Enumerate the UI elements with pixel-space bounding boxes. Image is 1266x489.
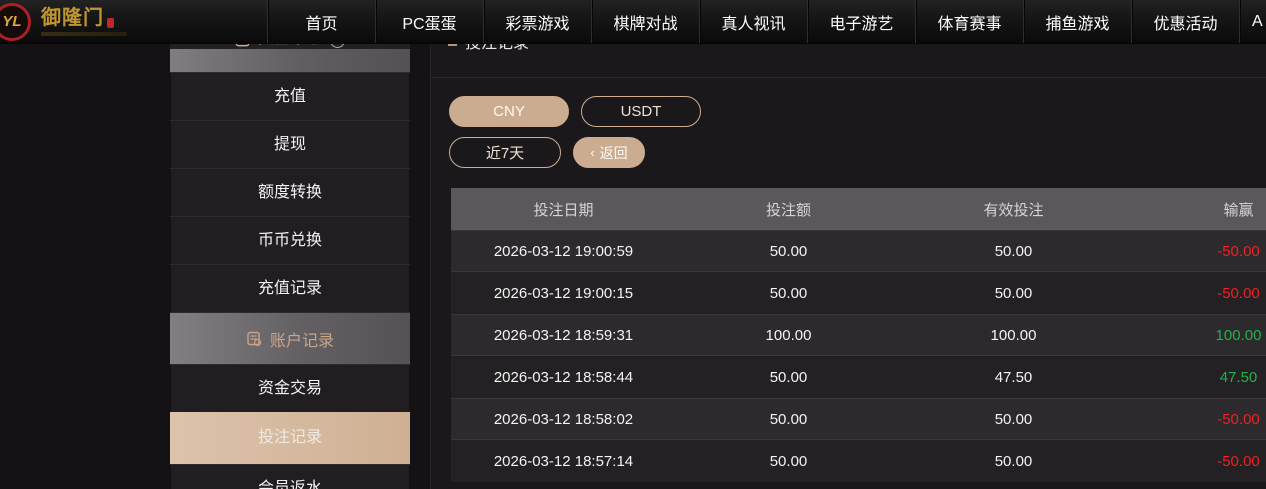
lantern-icon — [107, 17, 114, 28]
cell-date: 2026-03-12 19:00:15 — [493, 284, 634, 302]
cell-result: 100.00 — [1215, 326, 1262, 344]
nav-item-partial[interactable]: A — [1239, 0, 1266, 43]
chevron-left-icon: ‹ — [590, 145, 595, 160]
betting-records-table: 投注日期 投注额 有效投注 输赢 2026-03-12 19:00:59 50.… — [451, 188, 1266, 482]
nav-item-sports[interactable]: 体育赛事 — [915, 0, 1023, 43]
sidebar-group-funds[interactable]: 资金中心 ? — [170, 44, 410, 49]
sidebar-item-deposit-records[interactable]: 充值记录 — [170, 264, 410, 312]
cell-amount: 50.00 — [769, 368, 808, 386]
cell-valid: 47.50 — [994, 368, 1033, 386]
cell-result: -50.00 — [1217, 284, 1260, 302]
cell-valid: 100.00 — [990, 326, 1037, 344]
currency-tab-cny[interactable]: CNY — [449, 96, 569, 127]
table-row: 2026-03-12 18:59:31 100.00 100.00 100.00 — [451, 314, 1266, 356]
cell-result: -50.00 — [1217, 452, 1260, 470]
col-header-result: 输赢 — [1223, 201, 1254, 219]
title-bullet-icon — [448, 44, 457, 46]
sidebar-group-account-records-label: 账户记录 — [269, 332, 334, 350]
cell-result: -50.00 — [1217, 410, 1260, 428]
cell-valid: 50.00 — [994, 410, 1033, 428]
cell-date: 2026-03-12 18:58:44 — [493, 368, 634, 386]
table-row: 2026-03-12 19:00:59 50.00 50.00 -50.00 — [451, 230, 1266, 272]
cell-amount: 50.00 — [769, 452, 808, 470]
sidebar-group-funds-label: 资金中心 — [258, 44, 322, 48]
cell-amount: 50.00 — [769, 284, 808, 302]
table-row: 2026-03-12 18:57:14 50.00 50.00 -50.00 — [451, 440, 1266, 482]
sidebar-item-member-rebate[interactable]: 会员返水 — [170, 464, 410, 489]
nav-item-promos[interactable]: 优惠活动 — [1131, 0, 1239, 43]
logo-emblem-icon: YL — [0, 2, 31, 41]
cell-result: -50.00 — [1217, 242, 1260, 260]
table-row: 2026-03-12 18:58:02 50.00 50.00 -50.00 — [451, 398, 1266, 440]
cell-date: 2026-03-12 18:57:14 — [493, 452, 634, 470]
help-circle-icon: ? — [330, 44, 345, 48]
cell-valid: 50.00 — [994, 242, 1033, 260]
sidebar-item-deposit[interactable]: 充值 — [170, 72, 410, 120]
back-button-label: 返回 — [599, 144, 628, 161]
sidebar-group-account-records[interactable]: 账户记录 — [170, 312, 410, 364]
table-row: 2026-03-12 18:58:44 50.00 47.50 47.50 — [451, 356, 1266, 398]
col-header-valid: 有效投注 — [983, 201, 1044, 219]
cell-date: 2026-03-12 19:00:59 — [493, 242, 634, 260]
nav-item-slots[interactable]: 电子游艺 — [807, 0, 915, 43]
cell-result: 47.50 — [1219, 368, 1258, 386]
sidebar-group-funds-bar — [170, 49, 410, 72]
cell-valid: 50.00 — [994, 452, 1033, 470]
cell-amount: 50.00 — [769, 242, 808, 260]
page-title-label: 投注记录 — [465, 44, 529, 53]
sidebar: 资金中心 ? 充值 提现 额度转换 币币兑换 充值记录 账户记录 资金交易 投注… — [170, 44, 410, 489]
col-header-date: 投注日期 — [533, 201, 594, 219]
currency-tabs: CNY USDT — [449, 96, 701, 127]
brand-name: 御隆门 — [41, 6, 104, 29]
range-filter-button[interactable]: 近7天 — [449, 137, 561, 168]
currency-tab-usdt[interactable]: USDT — [581, 96, 701, 127]
top-navbar: YL 御隆门 首页 PC蛋蛋 彩票游戏 棋牌对战 真人视讯 电子游艺 体育赛事 … — [0, 0, 1266, 44]
cell-valid: 50.00 — [994, 284, 1033, 302]
back-button[interactable]: ‹ 返回 — [573, 137, 645, 168]
sidebar-item-coin-exchange[interactable]: 币币兑换 — [170, 216, 410, 264]
title-divider — [431, 77, 1266, 78]
nav-item-pcdandan[interactable]: PC蛋蛋 — [375, 0, 483, 43]
sidebar-item-fund-transactions[interactable]: 资金交易 — [170, 364, 410, 412]
nav-item-boardgames[interactable]: 棋牌对战 — [591, 0, 699, 43]
cell-amount: 100.00 — [765, 326, 812, 344]
table-header-row: 投注日期 投注额 有效投注 输赢 — [451, 188, 1266, 230]
table-row: 2026-03-12 19:00:15 50.00 50.00 -50.00 — [451, 272, 1266, 314]
sidebar-item-withdraw[interactable]: 提现 — [170, 120, 410, 168]
nav-item-lottery[interactable]: 彩票游戏 — [483, 0, 591, 43]
sidebar-item-betting-records[interactable]: 投注记录 — [170, 412, 410, 464]
brand-subtitle-decoration — [41, 31, 127, 36]
ledger-icon — [246, 331, 262, 347]
sidebar-item-quota-transfer[interactable]: 额度转换 — [170, 168, 410, 216]
nav-item-fishing[interactable]: 捕鱼游戏 — [1023, 0, 1131, 43]
nav-item-livecasino[interactable]: 真人视讯 — [699, 0, 807, 43]
cell-amount: 50.00 — [769, 410, 808, 428]
brand-logo[interactable]: YL 御隆门 — [0, 0, 267, 43]
cell-date: 2026-03-12 18:58:02 — [493, 410, 634, 428]
col-header-amount: 投注额 — [765, 201, 811, 219]
cell-date: 2026-03-12 18:59:31 — [493, 326, 634, 344]
main-content: 投注记录 CNY USDT 近7天 ‹ 返回 投注日期 投注额 有效投注 输赢 … — [430, 44, 1266, 489]
nav-item-home[interactable]: 首页 — [267, 0, 375, 43]
filter-row: 近7天 ‹ 返回 — [449, 137, 645, 168]
wallet-icon — [235, 44, 250, 48]
page-title: 投注记录 — [448, 44, 529, 53]
